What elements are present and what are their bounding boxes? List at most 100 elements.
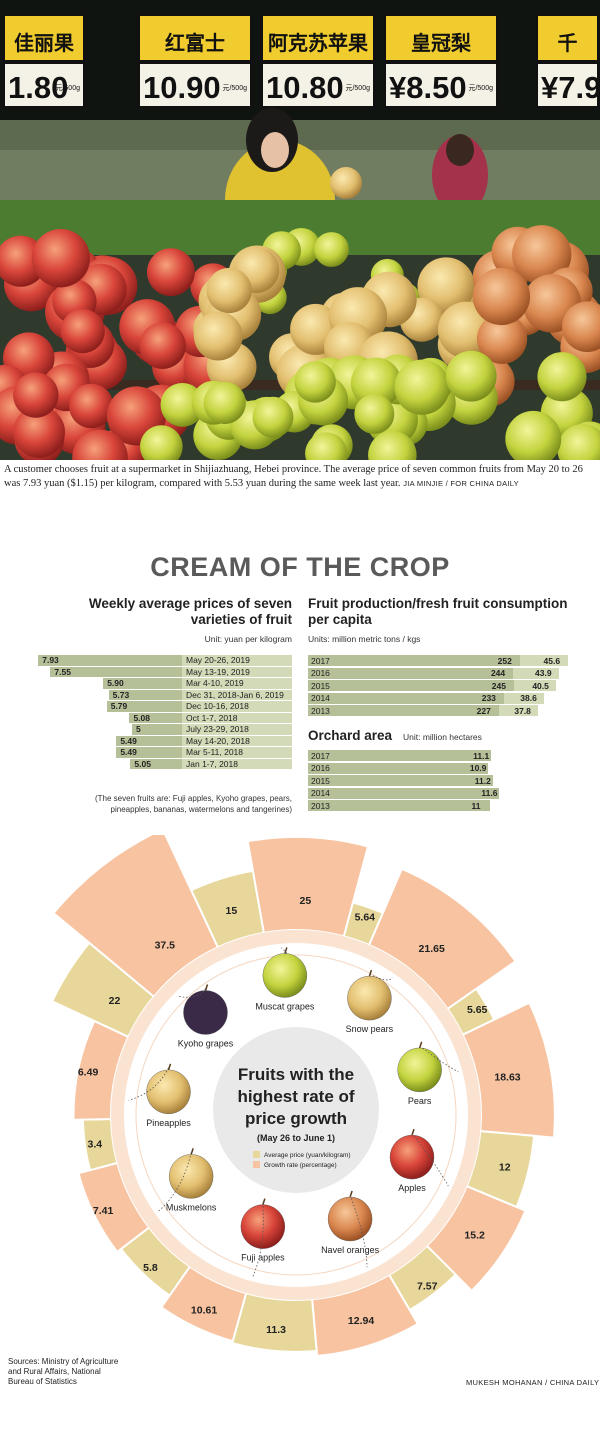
fruit-label: Muscat grapes xyxy=(255,1001,315,1011)
sign-fruit-name: 千 xyxy=(558,32,578,55)
orchard-bar xyxy=(308,787,500,799)
sign-unit: 元/500g xyxy=(222,84,247,92)
radial-title-line-3: price growth xyxy=(245,1109,347,1128)
leader-line xyxy=(349,1194,368,1268)
growth-value: 18.63 xyxy=(494,1071,520,1083)
price-value: 5.8 xyxy=(143,1262,158,1274)
sign-price: ¥7.9 xyxy=(541,70,600,105)
price-value: 22 xyxy=(109,995,121,1007)
graphic-credit: MUKESH MOHANAN / CHINA DAILY xyxy=(466,1378,600,1387)
price-sign: 阿克苏苹果 10.80 元/500g xyxy=(260,14,376,108)
price-bar-bg xyxy=(116,747,292,758)
price-value: 5.65 xyxy=(467,1004,488,1016)
price-value: 12 xyxy=(499,1161,511,1173)
sign-price: 1.80 xyxy=(8,70,68,105)
price-value: 5.49 xyxy=(120,735,137,746)
price-value: 15 xyxy=(226,905,238,917)
fruit-label: Pineapples xyxy=(146,1118,191,1128)
leader-line xyxy=(411,1132,449,1187)
orchard-bar xyxy=(308,775,493,787)
price-bar-bg xyxy=(106,701,292,712)
production-value: 227 xyxy=(476,705,491,716)
production-bar xyxy=(308,705,499,717)
production-value: 233 xyxy=(481,693,496,704)
price-bar xyxy=(116,735,182,747)
price-bar xyxy=(108,689,182,701)
legend-price-swatch xyxy=(253,1151,260,1158)
orchard-bar xyxy=(308,762,488,774)
inner-guide xyxy=(135,954,457,1276)
orchard-value: 11.1 xyxy=(473,750,490,761)
orchard-value: 11.2 xyxy=(474,775,491,786)
radial-subtitle: (May 26 to June 1) xyxy=(257,1133,335,1143)
photo-caption: A customer chooses fruit at a supermarke… xyxy=(4,463,596,491)
orchard-value: 10.9 xyxy=(469,763,487,774)
legend-growth-swatch xyxy=(253,1161,260,1168)
price-sign: 红富士 10.90 元/500g xyxy=(137,14,253,108)
price-bar xyxy=(106,701,182,712)
price-value: 5.79 xyxy=(110,701,128,712)
consumption-value: 45.6 xyxy=(543,655,561,666)
sign-fruit-name: 佳丽果 xyxy=(14,31,74,55)
orchard-year: 2015 xyxy=(311,775,330,786)
fruit-label: Snow pears xyxy=(346,1024,394,1034)
price-value: 5 xyxy=(136,724,141,735)
production-bar xyxy=(308,667,513,679)
price-value: 7.55 xyxy=(54,666,71,677)
price-value: 5.08 xyxy=(133,712,150,723)
production-year: 2017 xyxy=(311,655,330,666)
price-bar xyxy=(38,655,182,666)
price-bar-bg xyxy=(129,712,292,724)
consumption-value: 43.9 xyxy=(535,668,552,679)
sign-fruit-name: 阿克苏苹果 xyxy=(268,31,368,55)
sign-price: ¥8.50 xyxy=(389,70,467,105)
production-year: 2013 xyxy=(311,705,330,716)
fruit-icon xyxy=(347,969,392,1021)
fruit-icon xyxy=(168,1148,214,1199)
price-value: 5.49 xyxy=(120,747,137,758)
price-week-label: Oct 1-7, 2018 xyxy=(186,712,238,723)
orchard-unit: Unit: million hectares xyxy=(403,732,482,742)
sign-price: 10.80 xyxy=(266,70,344,105)
growth-value: 12.94 xyxy=(348,1315,374,1327)
price-bar xyxy=(116,747,182,758)
fruit-icon xyxy=(146,1063,191,1115)
caption-text: A customer chooses fruit at a supermarke… xyxy=(4,464,583,489)
growth-value: 37.5 xyxy=(155,940,176,952)
sources: Sources: Ministry of Agriculture and Rur… xyxy=(8,1357,119,1386)
price-bar-bg xyxy=(130,758,292,770)
leader-line xyxy=(177,988,206,998)
sign-fruit-name: 红富士 xyxy=(165,31,225,55)
price-week-label: May 14-20, 2018 xyxy=(186,735,250,746)
consumption-bar xyxy=(513,680,557,692)
weekly-prices-note: (The seven fruits are: Fuji apples, Kyoh… xyxy=(95,794,292,814)
price-bar-bg xyxy=(132,724,292,735)
price-bar-bg xyxy=(108,689,292,701)
sign-unit: 元/500g xyxy=(468,84,493,92)
orchard-bar xyxy=(308,750,492,761)
price-week-label: May 13-19, 2019 xyxy=(186,666,250,677)
price-wedge xyxy=(230,1291,318,1353)
fruit-icon xyxy=(262,947,308,998)
leader-line xyxy=(128,1067,169,1101)
price-week-label: Jan 1-7, 2018 xyxy=(186,758,238,769)
fruit-label: Navel oranges xyxy=(321,1245,380,1255)
growth-value: 25 xyxy=(300,895,312,907)
consumption-value: 37.8 xyxy=(514,705,531,716)
price-bar xyxy=(50,666,182,678)
fruit-label: Apples xyxy=(398,1183,426,1193)
price-value: 5.05 xyxy=(134,758,151,769)
price-week-label: Mar 5-11, 2018 xyxy=(186,747,244,758)
orchard-value: 11.6 xyxy=(481,788,498,799)
growth-value: 15.2 xyxy=(464,1230,485,1242)
production-bar xyxy=(308,680,514,692)
price-value: 3.4 xyxy=(88,1139,103,1151)
growth-value: 6.49 xyxy=(78,1066,99,1078)
price-value: 7.57 xyxy=(417,1280,438,1292)
orchard-bar xyxy=(308,800,490,812)
leader-line xyxy=(419,1045,459,1072)
orchard-year: 2013 xyxy=(311,800,330,811)
consumption-bar xyxy=(498,705,539,717)
price-value: 5.64 xyxy=(355,912,376,924)
price-growth-radial-chart: Fruits with the highest rate of price gr… xyxy=(50,835,556,1357)
